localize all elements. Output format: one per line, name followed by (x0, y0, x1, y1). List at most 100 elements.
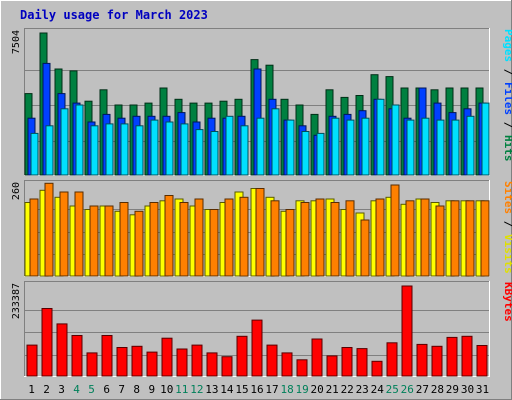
bar-pages-30 (466, 115, 475, 176)
bar-sites-18 (285, 209, 295, 277)
bar-pages-16 (256, 117, 265, 176)
bar-kbytes-8 (131, 345, 143, 377)
bar-kbytes-22 (341, 347, 353, 377)
x-tick-label: 6 (103, 383, 110, 396)
bar-pages-12 (195, 129, 204, 176)
bar-sites-28 (435, 205, 445, 277)
bar-sites-16 (255, 188, 265, 277)
legend-entry-kbytes: KBytes (502, 282, 512, 322)
x-tick-label: 21 (326, 383, 339, 396)
bar-sites-10 (164, 195, 174, 277)
x-tick-label: 14 (220, 383, 234, 396)
bar-pages-6 (105, 123, 114, 176)
x-tick-label: 8 (133, 383, 140, 396)
x-tick-label: 18 (280, 383, 293, 396)
bar-sites-11 (179, 202, 189, 277)
bar-pages-20 (316, 132, 325, 176)
bar-pages-27 (421, 117, 430, 176)
bar-pages-26 (406, 119, 415, 176)
bar-pages-17 (271, 108, 280, 176)
bar-pages-7 (120, 123, 129, 176)
x-tick-label: 23 (356, 383, 369, 396)
bar-kbytes-30 (461, 335, 473, 377)
bar-kbytes-21 (326, 355, 338, 377)
bar-pages-9 (150, 119, 159, 176)
bar-pages-4 (75, 104, 84, 176)
chart-title: Daily usage for March 2023 (20, 8, 208, 22)
bar-pages-28 (436, 119, 445, 176)
bar-pages-14 (225, 115, 234, 176)
x-tick-label: 1 (28, 383, 35, 396)
x-tick-label: 2 (43, 383, 50, 396)
x-tick-label: 22 (341, 383, 354, 396)
x-tick-label: 17 (265, 383, 278, 396)
bar-kbytes-4 (71, 335, 83, 377)
bar-sites-3 (59, 191, 69, 277)
x-tick-label: 31 (476, 383, 489, 396)
legend-visits: Sites / Visits (502, 181, 512, 274)
bar-pages-5 (90, 125, 99, 176)
x-tick-label: 5 (88, 383, 95, 396)
bar-sites-24 (375, 198, 385, 277)
bar-sites-7 (119, 202, 129, 277)
bar-kbytes-16 (251, 319, 263, 377)
bar-kbytes-29 (446, 336, 458, 377)
bar-pages-11 (180, 123, 189, 176)
bar-kbytes-17 (266, 344, 278, 377)
x-tick-label: 27 (416, 383, 429, 396)
legend-hits: Pages / Files / Hits (502, 29, 512, 162)
bar-kbytes-10 (161, 337, 173, 377)
x-tick-label: 25 (386, 383, 399, 396)
bar-pages-15 (240, 125, 249, 176)
bar-sites-22 (345, 200, 355, 277)
bar-kbytes-18 (281, 352, 293, 377)
x-tick-label: 19 (295, 383, 308, 396)
bar-pages-22 (346, 119, 355, 176)
x-tick-label: 30 (461, 383, 474, 396)
bar-sites-25 (390, 184, 400, 277)
bar-pages-2 (45, 125, 54, 176)
bar-sites-19 (300, 202, 310, 277)
bar-sites-15 (239, 196, 249, 277)
bar-pages-1 (30, 132, 39, 176)
bar-kbytes-27 (416, 343, 428, 377)
panel-kbytes (24, 281, 490, 377)
bar-kbytes-15 (236, 335, 248, 377)
bar-pages-21 (331, 117, 340, 176)
bar-kbytes-31 (476, 345, 488, 377)
bar-pages-23 (361, 117, 370, 176)
x-tick-label: 9 (148, 383, 155, 396)
bar-kbytes-19 (296, 359, 308, 377)
legend-entry-files: Files (502, 82, 512, 115)
bar-sites-4 (74, 191, 84, 277)
bar-pages-3 (60, 108, 69, 176)
bar-kbytes-11 (176, 348, 188, 377)
bar-sites-20 (315, 198, 325, 277)
x-tick-label: 3 (58, 383, 65, 396)
x-tick-label: 20 (310, 383, 323, 396)
x-tick-label: 4 (73, 383, 80, 396)
bar-sites-2 (44, 182, 54, 277)
bar-kbytes-6 (101, 335, 113, 377)
bar-pages-31 (481, 102, 490, 176)
bar-kbytes-28 (431, 345, 443, 377)
bar-kbytes-24 (371, 360, 383, 377)
bar-sites-8 (134, 210, 144, 277)
ymax-label-hits: 7504 (11, 30, 22, 54)
x-tick-label: 28 (431, 383, 444, 396)
bar-kbytes-14 (221, 356, 233, 377)
bar-sites-17 (270, 200, 280, 277)
bar-kbytes-25 (386, 342, 398, 377)
bar-sites-29 (450, 200, 460, 277)
bar-kbytes-9 (146, 351, 158, 377)
bar-sites-27 (420, 198, 430, 277)
x-tick-label: 7 (118, 383, 125, 396)
bar-kbytes-13 (206, 352, 218, 377)
bar-kbytes-3 (56, 323, 68, 377)
bar-sites-21 (330, 202, 340, 277)
legend-kbytes: KBytes (502, 282, 512, 322)
bar-pages-13 (210, 131, 219, 176)
bar-sites-14 (224, 198, 234, 277)
bar-pages-19 (301, 131, 310, 176)
